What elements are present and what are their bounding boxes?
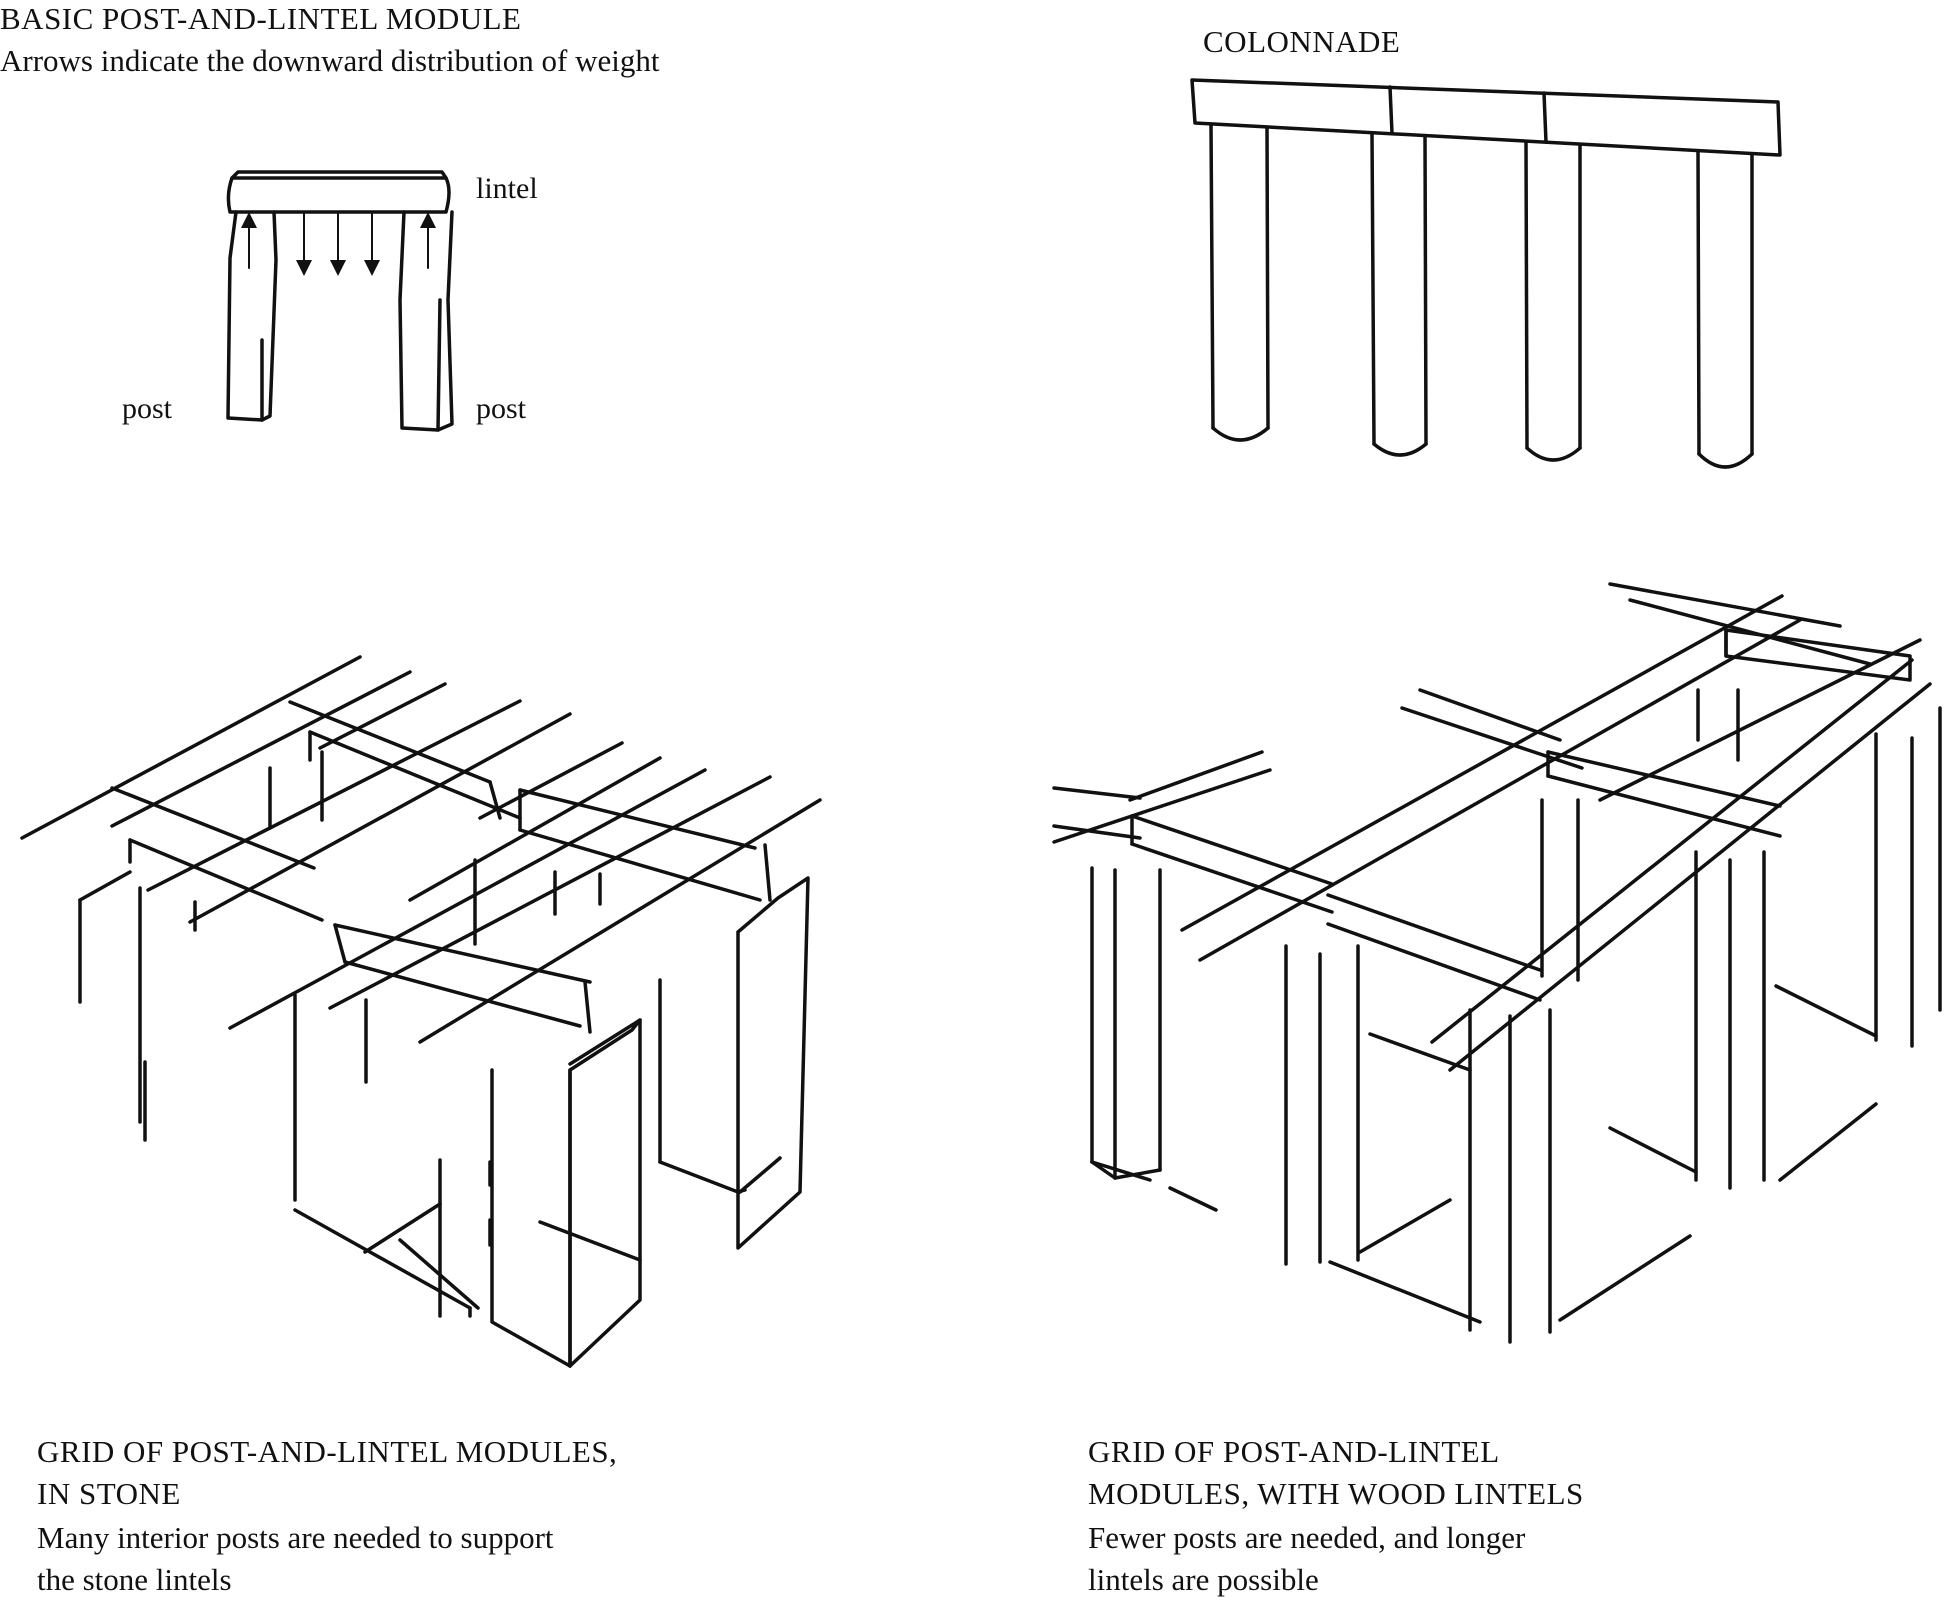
basic-module-subtitle: Arrows indicate the downward distributio… bbox=[0, 43, 660, 78]
wood-frame-top bbox=[1724, 628, 1912, 682]
column-2 bbox=[1370, 132, 1428, 457]
wood-grid-drawing bbox=[1052, 582, 1942, 1344]
colonnade-drawing bbox=[1190, 78, 1782, 469]
post-label-left: post bbox=[122, 392, 173, 425]
wood-post-front-left bbox=[1090, 866, 1162, 1180]
column-4 bbox=[1696, 150, 1754, 469]
stone-grid-drawing bbox=[20, 655, 822, 1368]
wood-grid-title-line2: MODULES, WITH WOOD LINTELS bbox=[1088, 1476, 1584, 1511]
wood-post-far-right bbox=[1874, 706, 1942, 1048]
stone-grid-title-line1: GRID OF POST-AND-LINTEL MODULES, bbox=[37, 1434, 618, 1469]
right-slab bbox=[736, 876, 810, 1250]
front-slab-2 bbox=[568, 1018, 642, 1368]
column-1 bbox=[1209, 123, 1270, 442]
wood-post-back-right bbox=[1694, 850, 1766, 1190]
column-3 bbox=[1524, 140, 1582, 462]
basic-module-drawing bbox=[226, 170, 454, 432]
wood-grid-caption-line1: Fewer posts are needed, and longer bbox=[1088, 1520, 1526, 1555]
wood-grid-caption-line2: lintels are possible bbox=[1088, 1562, 1319, 1597]
stone-grid-caption-line2: the stone lintels bbox=[37, 1562, 232, 1597]
front-slab-1 bbox=[490, 1018, 642, 1368]
wood-post-front-right bbox=[1468, 1008, 1552, 1344]
wood-post-front-center bbox=[1284, 944, 1360, 1266]
stone-grid-caption-line1: Many interior posts are needed to suppor… bbox=[37, 1520, 554, 1555]
left-post bbox=[226, 210, 278, 422]
wood-grid-title-line1: GRID OF POST-AND-LINTEL bbox=[1088, 1434, 1500, 1469]
lintel-stone bbox=[226, 176, 451, 214]
lintel-label: lintel bbox=[476, 172, 538, 205]
right-post bbox=[398, 210, 454, 432]
colonnade-beam bbox=[1190, 78, 1782, 157]
colonnade-title: COLONNADE bbox=[1203, 24, 1401, 59]
basic-module-title: BASIC POST-AND-LINTEL MODULE bbox=[0, 1, 522, 36]
stone-grid-title-line2: IN STONE bbox=[37, 1476, 181, 1511]
post-label-right: post bbox=[476, 392, 527, 425]
